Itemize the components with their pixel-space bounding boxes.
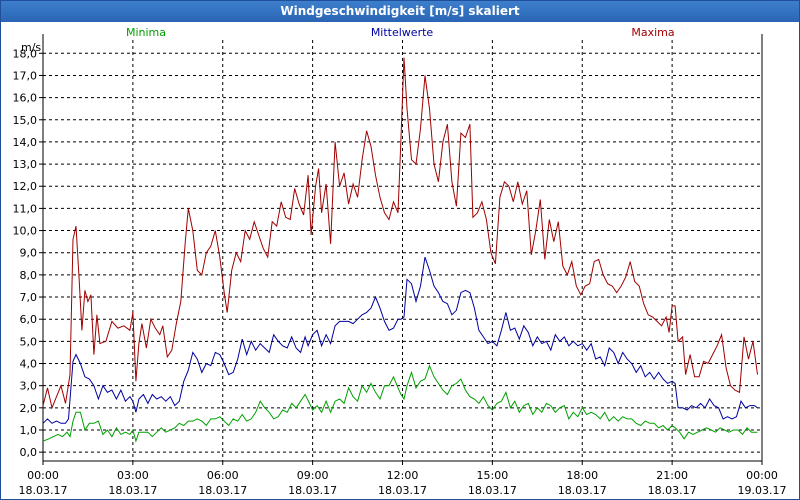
x-tick-label-date: 18.03.17 <box>558 484 607 497</box>
x-tick-label-date: 18.03.17 <box>378 484 427 497</box>
y-tick-label: 1,0 <box>20 424 38 437</box>
y-tick-label: 2,0 <box>20 402 38 415</box>
legend-entry: Minima <box>126 26 166 39</box>
x-tick-label-time: 03:00 <box>117 469 149 482</box>
x-tick-label-time: 15:00 <box>477 469 509 482</box>
x-tick-label-date: 18.03.17 <box>198 484 247 497</box>
y-tick-label: 10,0 <box>13 225 38 238</box>
x-tick-label-time: 12:00 <box>387 469 419 482</box>
y-axis-label: m/s <box>21 41 41 54</box>
x-tick-label-date: 18.03.17 <box>648 484 697 497</box>
legend-entry: Mittelwerte <box>371 26 434 39</box>
y-tick-label: 14,0 <box>13 136 38 149</box>
y-tick-label: 0,0 <box>20 446 38 459</box>
window-title: Windgeschwindigkeit [m/s] skaliert <box>1 1 799 22</box>
series-line-maxima <box>42 57 758 410</box>
y-tick-label: 13,0 <box>13 158 38 171</box>
x-tick-label-time: 21:00 <box>656 469 688 482</box>
y-tick-label: 15,0 <box>13 114 38 127</box>
y-tick-label: 18,0 <box>13 47 38 60</box>
x-tick-label-time: 00:00 <box>746 469 778 482</box>
y-tick-label: 6,0 <box>20 313 38 326</box>
y-tick-label: 12,0 <box>13 180 38 193</box>
y-tick-label: 11,0 <box>13 202 38 215</box>
x-tick-label-date: 19.03.17 <box>738 484 787 497</box>
y-tick-label: 7,0 <box>20 291 38 304</box>
x-tick-label-date: 18.03.17 <box>19 484 68 497</box>
y-tick-label: 16,0 <box>13 92 38 105</box>
x-tick-label-time: 00:00 <box>27 469 59 482</box>
y-tick-label: 17,0 <box>13 69 38 82</box>
y-tick-label: 3,0 <box>20 380 38 393</box>
x-tick-label-date: 18.03.17 <box>108 484 157 497</box>
x-tick-label-time: 18:00 <box>566 469 598 482</box>
x-tick-label-time: 09:00 <box>297 469 329 482</box>
y-tick-label: 9,0 <box>20 247 38 260</box>
y-tick-label: 8,0 <box>20 269 38 282</box>
series-line-mittelwerte <box>42 256 758 424</box>
legend-entry: Maxima <box>631 26 674 39</box>
y-tick-label: 5,0 <box>20 335 38 348</box>
y-tick-label: 4,0 <box>20 358 38 371</box>
x-tick-label-date: 18.03.17 <box>288 484 337 497</box>
x-tick-label-date: 18.03.17 <box>468 484 517 497</box>
series-line-minima <box>42 364 758 443</box>
x-tick-label-time: 06:00 <box>207 469 239 482</box>
